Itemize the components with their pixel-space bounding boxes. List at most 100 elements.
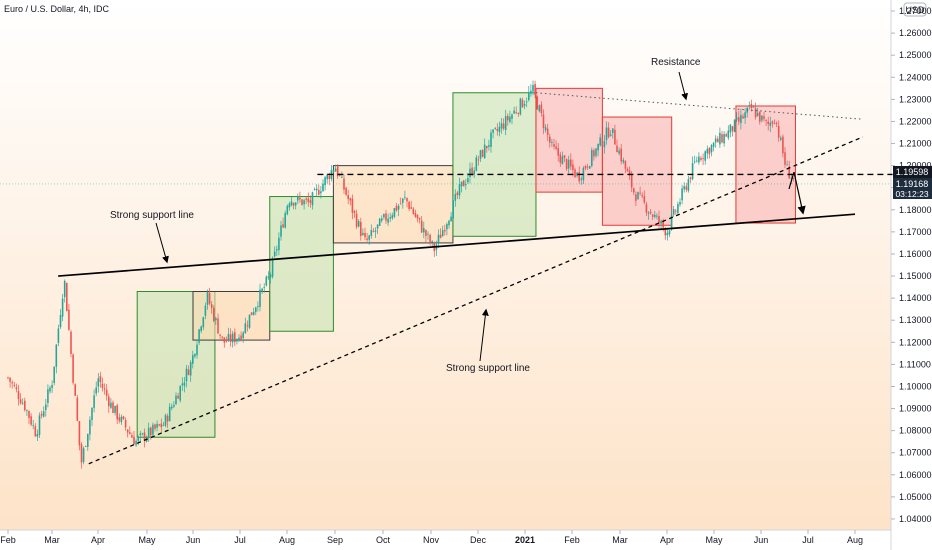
candle-body bbox=[349, 198, 352, 201]
candle-body bbox=[668, 230, 671, 235]
price-tick-label: 1.18000 bbox=[899, 205, 932, 215]
candle bbox=[788, 160, 790, 179]
candle-body bbox=[509, 116, 511, 122]
candle-body bbox=[740, 114, 742, 123]
candle-body bbox=[389, 217, 391, 219]
candle-body bbox=[691, 163, 694, 180]
time-tick-label: Jul bbox=[802, 535, 814, 545]
price-tick-label: 1.15000 bbox=[899, 271, 932, 281]
candle bbox=[206, 289, 209, 310]
candle-body bbox=[315, 188, 318, 191]
candle-body bbox=[303, 200, 305, 205]
candle bbox=[742, 113, 744, 119]
candle-body bbox=[698, 156, 700, 163]
candle bbox=[626, 167, 629, 172]
candle-body bbox=[486, 145, 488, 149]
candle-body bbox=[91, 407, 93, 421]
candle bbox=[40, 410, 43, 419]
candle bbox=[231, 331, 234, 348]
time-tick-label: Jun bbox=[186, 535, 201, 545]
time-axis[interactable]: Feb Mar Apr May Jun Jul Aug Sep Oct Nov Dec 2021 Feb… bbox=[0, 530, 863, 545]
candle-body bbox=[357, 221, 360, 227]
candle-body bbox=[116, 405, 118, 420]
candle bbox=[481, 149, 484, 158]
candle bbox=[292, 202, 295, 210]
candle-body bbox=[494, 127, 496, 129]
candle-body bbox=[717, 138, 719, 143]
candle bbox=[574, 167, 576, 178]
candle-body bbox=[450, 216, 452, 222]
candle-body bbox=[595, 148, 597, 156]
candle bbox=[355, 209, 358, 230]
candle bbox=[456, 190, 459, 199]
candle bbox=[540, 101, 543, 117]
candle bbox=[7, 376, 9, 380]
candle-body bbox=[192, 355, 194, 364]
candle-body bbox=[710, 145, 713, 153]
price-tick-label: 1.22000 bbox=[899, 116, 932, 126]
candle bbox=[719, 127, 721, 148]
candle bbox=[297, 193, 299, 204]
candle bbox=[200, 325, 202, 334]
candle-body bbox=[221, 336, 223, 338]
candle bbox=[376, 224, 379, 235]
time-tick-label: Apr bbox=[91, 535, 105, 545]
candle-body bbox=[240, 335, 242, 341]
candle-body bbox=[257, 306, 259, 308]
candle-body bbox=[622, 159, 625, 163]
candle-body bbox=[284, 213, 286, 228]
candle bbox=[771, 120, 774, 128]
candle bbox=[752, 104, 755, 108]
candle-body bbox=[158, 424, 160, 426]
candle-body bbox=[351, 198, 354, 213]
candle-body bbox=[616, 145, 618, 153]
candle-body bbox=[654, 214, 656, 217]
zones-layer bbox=[136, 87, 796, 438]
candle bbox=[679, 198, 681, 207]
candle bbox=[311, 191, 314, 210]
candle bbox=[32, 419, 34, 430]
candle-body bbox=[74, 384, 76, 396]
current-price-text: 1.19168 bbox=[896, 179, 929, 189]
candle-body bbox=[410, 207, 412, 209]
candle bbox=[198, 328, 200, 345]
candle bbox=[74, 383, 76, 396]
candle-body bbox=[129, 432, 131, 434]
candle-body bbox=[660, 220, 662, 224]
candle bbox=[708, 147, 711, 159]
candle-body bbox=[462, 180, 465, 187]
candle-body bbox=[34, 426, 37, 437]
candle bbox=[9, 377, 11, 388]
candle-body bbox=[416, 214, 419, 219]
candle-body bbox=[7, 377, 9, 379]
candle bbox=[656, 213, 658, 220]
candle-body bbox=[528, 92, 530, 101]
candle-body bbox=[559, 154, 562, 163]
currency-badge[interactable]: USD bbox=[903, 2, 927, 17]
candle-body bbox=[649, 211, 652, 214]
candle bbox=[99, 371, 102, 388]
candle bbox=[685, 182, 688, 193]
price-axis-background bbox=[891, 0, 932, 550]
candle bbox=[614, 124, 616, 145]
candle-body bbox=[59, 315, 62, 328]
candle-body bbox=[322, 183, 324, 192]
candle-body bbox=[456, 192, 459, 196]
candle-body bbox=[788, 166, 790, 179]
projection-arrow-segment-1 bbox=[788, 171, 795, 190]
candle bbox=[381, 215, 383, 223]
candle-body bbox=[773, 123, 776, 125]
candle-body bbox=[534, 83, 536, 95]
candle bbox=[385, 209, 387, 224]
candle-body bbox=[282, 224, 284, 228]
last-price-box bbox=[893, 166, 932, 178]
candle-body bbox=[334, 168, 337, 172]
candle bbox=[223, 337, 226, 348]
candle-body bbox=[780, 137, 782, 140]
plot-background bbox=[0, 0, 891, 530]
candle-body bbox=[89, 419, 91, 435]
zone-orange-4 bbox=[332, 165, 454, 244]
candle-body bbox=[290, 201, 293, 206]
